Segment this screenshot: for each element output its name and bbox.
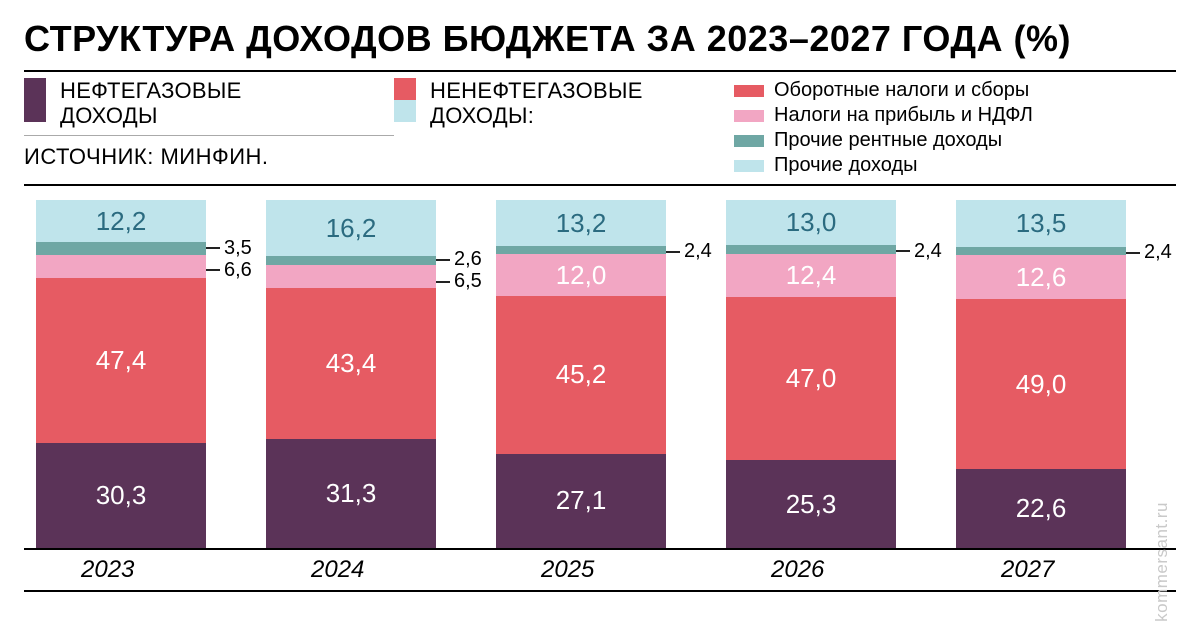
source-label: ИСТОЧНИК: МИНФИН. bbox=[24, 136, 394, 178]
bar: 27,145,212,0 13,2 bbox=[496, 200, 666, 548]
bar-segment-profit_tax bbox=[266, 265, 436, 288]
legend-label-nonoilgas: НЕНЕФТЕГАЗОВЫЕ ДОХОДЫ: bbox=[430, 78, 643, 129]
bar-callouts: 2,4 bbox=[1126, 200, 1186, 548]
legend-items: Оборотные налоги и сборыНалоги на прибыл… bbox=[724, 72, 1176, 184]
bar: 22,649,012,6 13,5 bbox=[956, 200, 1126, 548]
x-axis-label: 2025 bbox=[496, 556, 704, 584]
x-axis-label: 2026 bbox=[726, 556, 934, 584]
bar-segment-profit_tax: 12,4 bbox=[726, 254, 896, 297]
bar-segment-other_rent bbox=[496, 246, 666, 254]
bar-segment-turnover_tax: 47,4 bbox=[36, 278, 206, 443]
bar-segment-turnover_tax: 45,2 bbox=[496, 296, 666, 453]
legend-swatch-oilgas bbox=[24, 78, 46, 122]
callout-tick bbox=[1126, 252, 1140, 254]
x-axis-label: 2023 bbox=[36, 556, 244, 584]
callout-label: 6,6 bbox=[224, 259, 252, 282]
bar-callouts: 2,66,5 bbox=[436, 200, 496, 548]
callout-label: 2,4 bbox=[684, 240, 712, 263]
callout-other_rent: 2,4 bbox=[896, 240, 942, 263]
bar-segment-oil_gas: 25,3 bbox=[726, 460, 896, 548]
legend-item-label: Оборотные налоги и сборы bbox=[774, 79, 1029, 102]
legend-group-oilgas: НЕФТЕГАЗОВЫЕ ДОХОДЫ bbox=[24, 72, 394, 136]
callout-label: 3,5 bbox=[224, 237, 252, 260]
bar-segment-other_income: 13,5 bbox=[956, 200, 1126, 247]
bar-segment-turnover_tax: 47,0 bbox=[726, 297, 896, 460]
callout-profit_tax: 6,6 bbox=[206, 259, 252, 282]
legend-item-swatch bbox=[734, 110, 764, 122]
legend-item: Налоги на прибыль и НДФЛ bbox=[734, 104, 1176, 127]
x-axis-label: 2027 bbox=[956, 556, 1164, 584]
bar: 31,343,4 16,2 bbox=[266, 200, 436, 548]
bars-container: 30,347,412,23,56,631,343,416,22,66,527,1… bbox=[24, 200, 1176, 548]
bar-slot: 22,649,012,613,52,4 bbox=[956, 200, 1164, 548]
legend-swatch-nonoilgas bbox=[394, 78, 416, 122]
legend-item-label: Налоги на прибыль и НДФЛ bbox=[774, 104, 1033, 127]
legend-item-swatch bbox=[734, 135, 764, 147]
infographic-container: СТРУКТУРА ДОХОДОВ БЮДЖЕТА ЗА 2023–2027 Г… bbox=[0, 0, 1200, 618]
bar-segment-oil_gas: 31,3 bbox=[266, 439, 436, 548]
callout-other_rent: 2,4 bbox=[666, 240, 712, 263]
bar-callouts: 2,4 bbox=[896, 200, 956, 548]
bar-slot: 25,347,012,413,02,4 bbox=[726, 200, 934, 548]
legend-item-swatch bbox=[734, 85, 764, 97]
bar-segment-profit_tax: 12,6 bbox=[956, 255, 1126, 299]
callout-tick bbox=[206, 269, 220, 271]
bar-slot: 30,347,412,23,56,6 bbox=[36, 200, 244, 548]
bar-segment-other_rent bbox=[36, 242, 206, 254]
legend-item-label: Прочие рентные доходы bbox=[774, 129, 1002, 152]
bar-segment-oil_gas: 22,6 bbox=[956, 469, 1126, 548]
bar: 25,347,012,4 13,0 bbox=[726, 200, 896, 548]
legend-label-oilgas: НЕФТЕГАЗОВЫЕ ДОХОДЫ bbox=[60, 78, 242, 129]
stacked-bar-chart: 30,347,412,23,56,631,343,416,22,66,527,1… bbox=[24, 200, 1176, 550]
callout-tick bbox=[666, 251, 680, 253]
legend-item: Прочие доходы bbox=[734, 154, 1176, 177]
bar-callouts: 2,4 bbox=[666, 200, 726, 548]
chart-title: СТРУКТУРА ДОХОДОВ БЮДЖЕТА ЗА 2023–2027 Г… bbox=[24, 18, 1176, 60]
bar-segment-oil_gas: 27,1 bbox=[496, 454, 666, 548]
legend: НЕФТЕГАЗОВЫЕ ДОХОДЫ ИСТОЧНИК: МИНФИН. НЕ… bbox=[24, 70, 1176, 186]
legend-group-nonoilgas: НЕНЕФТЕГАЗОВЫЕ ДОХОДЫ: bbox=[394, 72, 724, 184]
bar-segment-other_income: 16,2 bbox=[266, 200, 436, 256]
bar-segment-other_income: 13,0 bbox=[726, 200, 896, 245]
bar-slot: 31,343,416,22,66,5 bbox=[266, 200, 474, 548]
bar-segment-oil_gas: 30,3 bbox=[36, 443, 206, 548]
watermark: kommersant.ru bbox=[1152, 502, 1172, 622]
bar-segment-other_rent bbox=[266, 256, 436, 265]
callout-label: 6,5 bbox=[454, 270, 482, 293]
bar-segment-other_rent bbox=[726, 245, 896, 253]
callout-tick bbox=[436, 259, 450, 261]
bar-segment-profit_tax bbox=[36, 255, 206, 278]
bar-segment-other_income: 12,2 bbox=[36, 200, 206, 242]
chart-area: 30,347,412,23,56,631,343,416,22,66,527,1… bbox=[24, 200, 1176, 592]
x-axis: 2023 2024 2025 2026 2027 bbox=[24, 550, 1176, 592]
bar-segment-turnover_tax: 43,4 bbox=[266, 288, 436, 439]
bar-segment-profit_tax: 12,0 bbox=[496, 254, 666, 296]
bar-segment-other_rent bbox=[956, 247, 1126, 255]
callout-profit_tax: 6,5 bbox=[436, 270, 482, 293]
legend-item-swatch bbox=[734, 160, 764, 172]
x-axis-label: 2024 bbox=[266, 556, 474, 584]
legend-item-label: Прочие доходы bbox=[774, 154, 918, 177]
legend-col-left: НЕФТЕГАЗОВЫЕ ДОХОДЫ ИСТОЧНИК: МИНФИН. bbox=[24, 72, 394, 184]
callout-label: 2,4 bbox=[1144, 241, 1172, 264]
callout-label: 2,6 bbox=[454, 248, 482, 271]
bar-segment-turnover_tax: 49,0 bbox=[956, 299, 1126, 469]
callout-other_rent: 2,4 bbox=[1126, 241, 1172, 264]
callout-other_rent: 3,5 bbox=[206, 237, 252, 260]
bar-segment-other_income: 13,2 bbox=[496, 200, 666, 246]
legend-item: Прочие рентные доходы bbox=[734, 129, 1176, 152]
bar-slot: 27,145,212,013,22,4 bbox=[496, 200, 704, 548]
callout-label: 2,4 bbox=[914, 240, 942, 263]
callout-other_rent: 2,6 bbox=[436, 248, 482, 271]
callout-tick bbox=[206, 247, 220, 249]
legend-item: Оборотные налоги и сборы bbox=[734, 79, 1176, 102]
callout-tick bbox=[896, 250, 910, 252]
bar: 30,347,4 12,2 bbox=[36, 200, 206, 548]
callout-tick bbox=[436, 281, 450, 283]
bar-callouts: 3,56,6 bbox=[206, 200, 266, 548]
